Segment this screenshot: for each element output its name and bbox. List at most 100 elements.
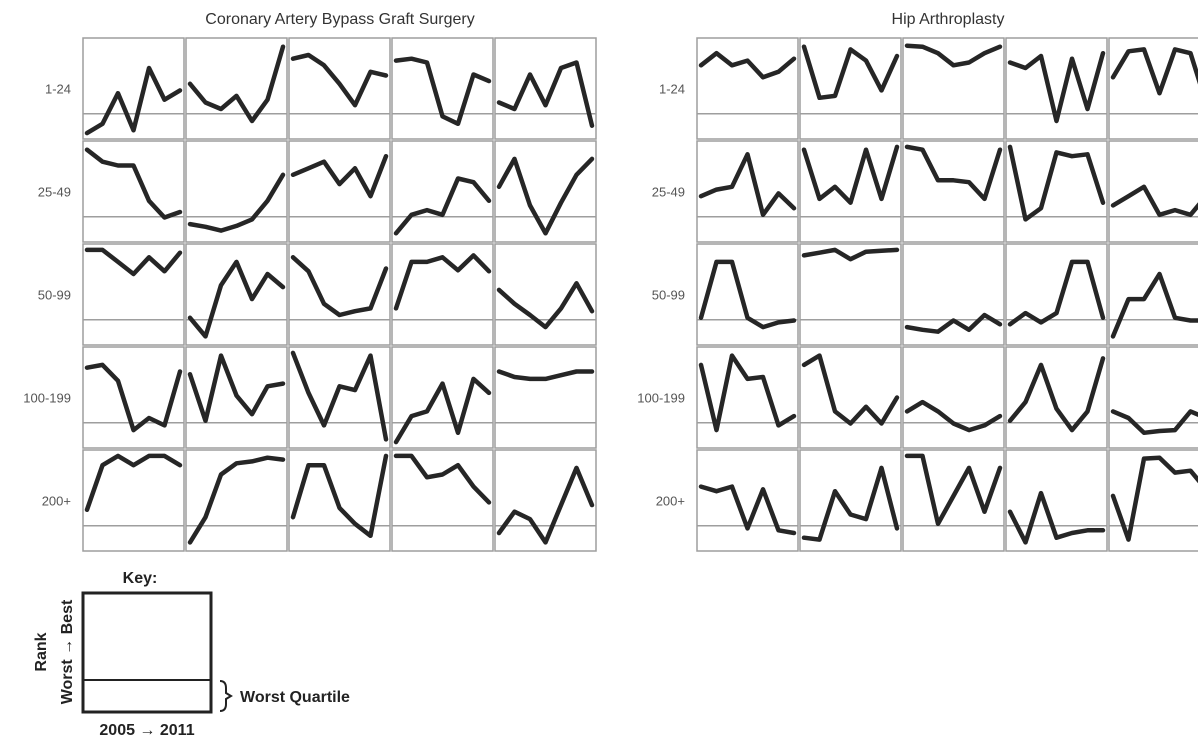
key-x-label: 2005 → 2011 — [99, 722, 194, 739]
rank-trend-line — [84, 147, 183, 220]
row-label: 100-199 — [23, 391, 71, 406]
rank-trend-line — [1110, 455, 1198, 542]
rank-trend-line — [84, 362, 183, 433]
rank-trend-line — [698, 152, 797, 218]
panel-frame — [288, 449, 391, 552]
panel-frame — [391, 140, 494, 243]
row-label: 25-49 — [652, 185, 685, 200]
rank-trend-line — [290, 350, 389, 442]
rank-trend-line — [904, 144, 1003, 202]
panel-frame — [82, 243, 185, 346]
rank-trend-line — [1007, 259, 1106, 327]
row-label: 25-49 — [38, 185, 71, 200]
panel-frame — [902, 37, 1005, 140]
rank-trend-line — [496, 369, 595, 382]
row-label: 200+ — [656, 494, 685, 509]
rank-trend-line — [1110, 271, 1198, 339]
panel-frame — [494, 449, 597, 552]
panel-frame — [1108, 243, 1198, 346]
panel-frame — [288, 346, 391, 449]
rank-trend-line — [496, 156, 595, 236]
rank-trend-line — [801, 353, 900, 426]
rank-trend-line — [801, 465, 900, 542]
row-label: 200+ — [42, 494, 71, 509]
row-label: 1-24 — [659, 82, 685, 97]
panel-frame — [288, 243, 391, 346]
rank-trend-line — [698, 484, 797, 536]
rank-trend-line — [393, 453, 492, 505]
key-box — [81, 591, 213, 714]
rank-trend-line — [1110, 47, 1198, 96]
rank-trend-line — [1007, 144, 1106, 222]
panel-frame — [799, 449, 902, 552]
panel-frame — [1108, 140, 1198, 243]
rank-trend-line — [496, 281, 595, 330]
rank-trend-line — [698, 353, 797, 433]
rank-trend-line — [698, 259, 797, 330]
rank-trend-line — [187, 353, 286, 424]
panel-frame — [494, 37, 597, 140]
rank-trend-line — [187, 455, 286, 545]
rank-trend-line — [1007, 490, 1106, 545]
row-label: 1-24 — [45, 82, 71, 97]
rank-trend-line — [698, 50, 797, 80]
rank-trend-line — [84, 65, 183, 136]
panel-frame — [288, 140, 391, 243]
key-direction-label: Worst → Best — [59, 599, 76, 704]
panel-frame — [391, 37, 494, 140]
rank-trend-line — [290, 255, 389, 318]
rank-trend-line — [393, 56, 492, 127]
panel-frame — [696, 449, 799, 552]
row-label: 50-99 — [652, 288, 685, 303]
rank-trend-line — [187, 259, 286, 339]
key-legend: Key: Rank Worst → Best 2005 → 2011 Worst… — [33, 570, 350, 739]
panel-frame — [391, 449, 494, 552]
row-label: 50-99 — [38, 288, 71, 303]
panel-frame — [494, 140, 597, 243]
rank-trend-line — [496, 60, 595, 128]
panel-frame — [288, 37, 391, 140]
panel-frame — [391, 346, 494, 449]
panel-frame — [696, 346, 799, 449]
rank-trend-line — [801, 144, 900, 205]
rank-trend-line — [1007, 356, 1106, 433]
chart-group: Coronary Artery Bypass Graft Surgery 1-24… — [23, 11, 597, 552]
key-rank-label: Rank — [33, 632, 50, 671]
rank-trend-line — [84, 453, 183, 513]
rank-trend-line — [393, 253, 492, 311]
rank-trend-line — [290, 153, 389, 199]
rank-trend-line — [187, 44, 286, 124]
key-bracket — [219, 680, 233, 712]
chart-group: Hip Arthroplasty 1-24 25-49 50-99 100-199 200… — [637, 11, 1198, 552]
row-label: 100-199 — [637, 391, 685, 406]
panel-frame — [696, 37, 799, 140]
key-title: Key: — [123, 570, 158, 587]
panel-frame — [696, 243, 799, 346]
rank-trend-line — [496, 465, 595, 545]
panel-frame — [902, 346, 1005, 449]
panel-frame — [82, 346, 185, 449]
rank-trend-line — [801, 247, 900, 262]
rank-trend-line — [1110, 184, 1198, 218]
panel-frame — [185, 449, 288, 552]
rank-trend-line — [290, 453, 389, 539]
rank-trend-line — [1110, 409, 1198, 436]
rank-trend-line — [904, 453, 1003, 527]
rank-trend-line — [801, 44, 900, 101]
small-multiples-charts: Coronary Artery Bypass Graft Surgery 1-24… — [23, 11, 1198, 552]
chart-title: Hip Arthroplasty — [892, 11, 1005, 28]
chart-title: Coronary Artery Bypass Graft Surgery — [205, 11, 474, 28]
rank-trend-line — [187, 172, 286, 233]
rank-trend-line — [290, 52, 389, 108]
rank-trend-line — [393, 376, 492, 445]
rank-trend-line — [904, 312, 1003, 334]
panel-frame — [1108, 449, 1198, 552]
rank-trend-line — [393, 176, 492, 236]
rank-trend-line — [904, 399, 1003, 433]
rank-trend-line — [84, 247, 183, 277]
rank-trend-line — [904, 43, 1003, 68]
key-bracket-label: Worst Quartile — [240, 689, 350, 706]
rank-trend-line — [1007, 50, 1106, 124]
panel-frame — [494, 346, 597, 449]
